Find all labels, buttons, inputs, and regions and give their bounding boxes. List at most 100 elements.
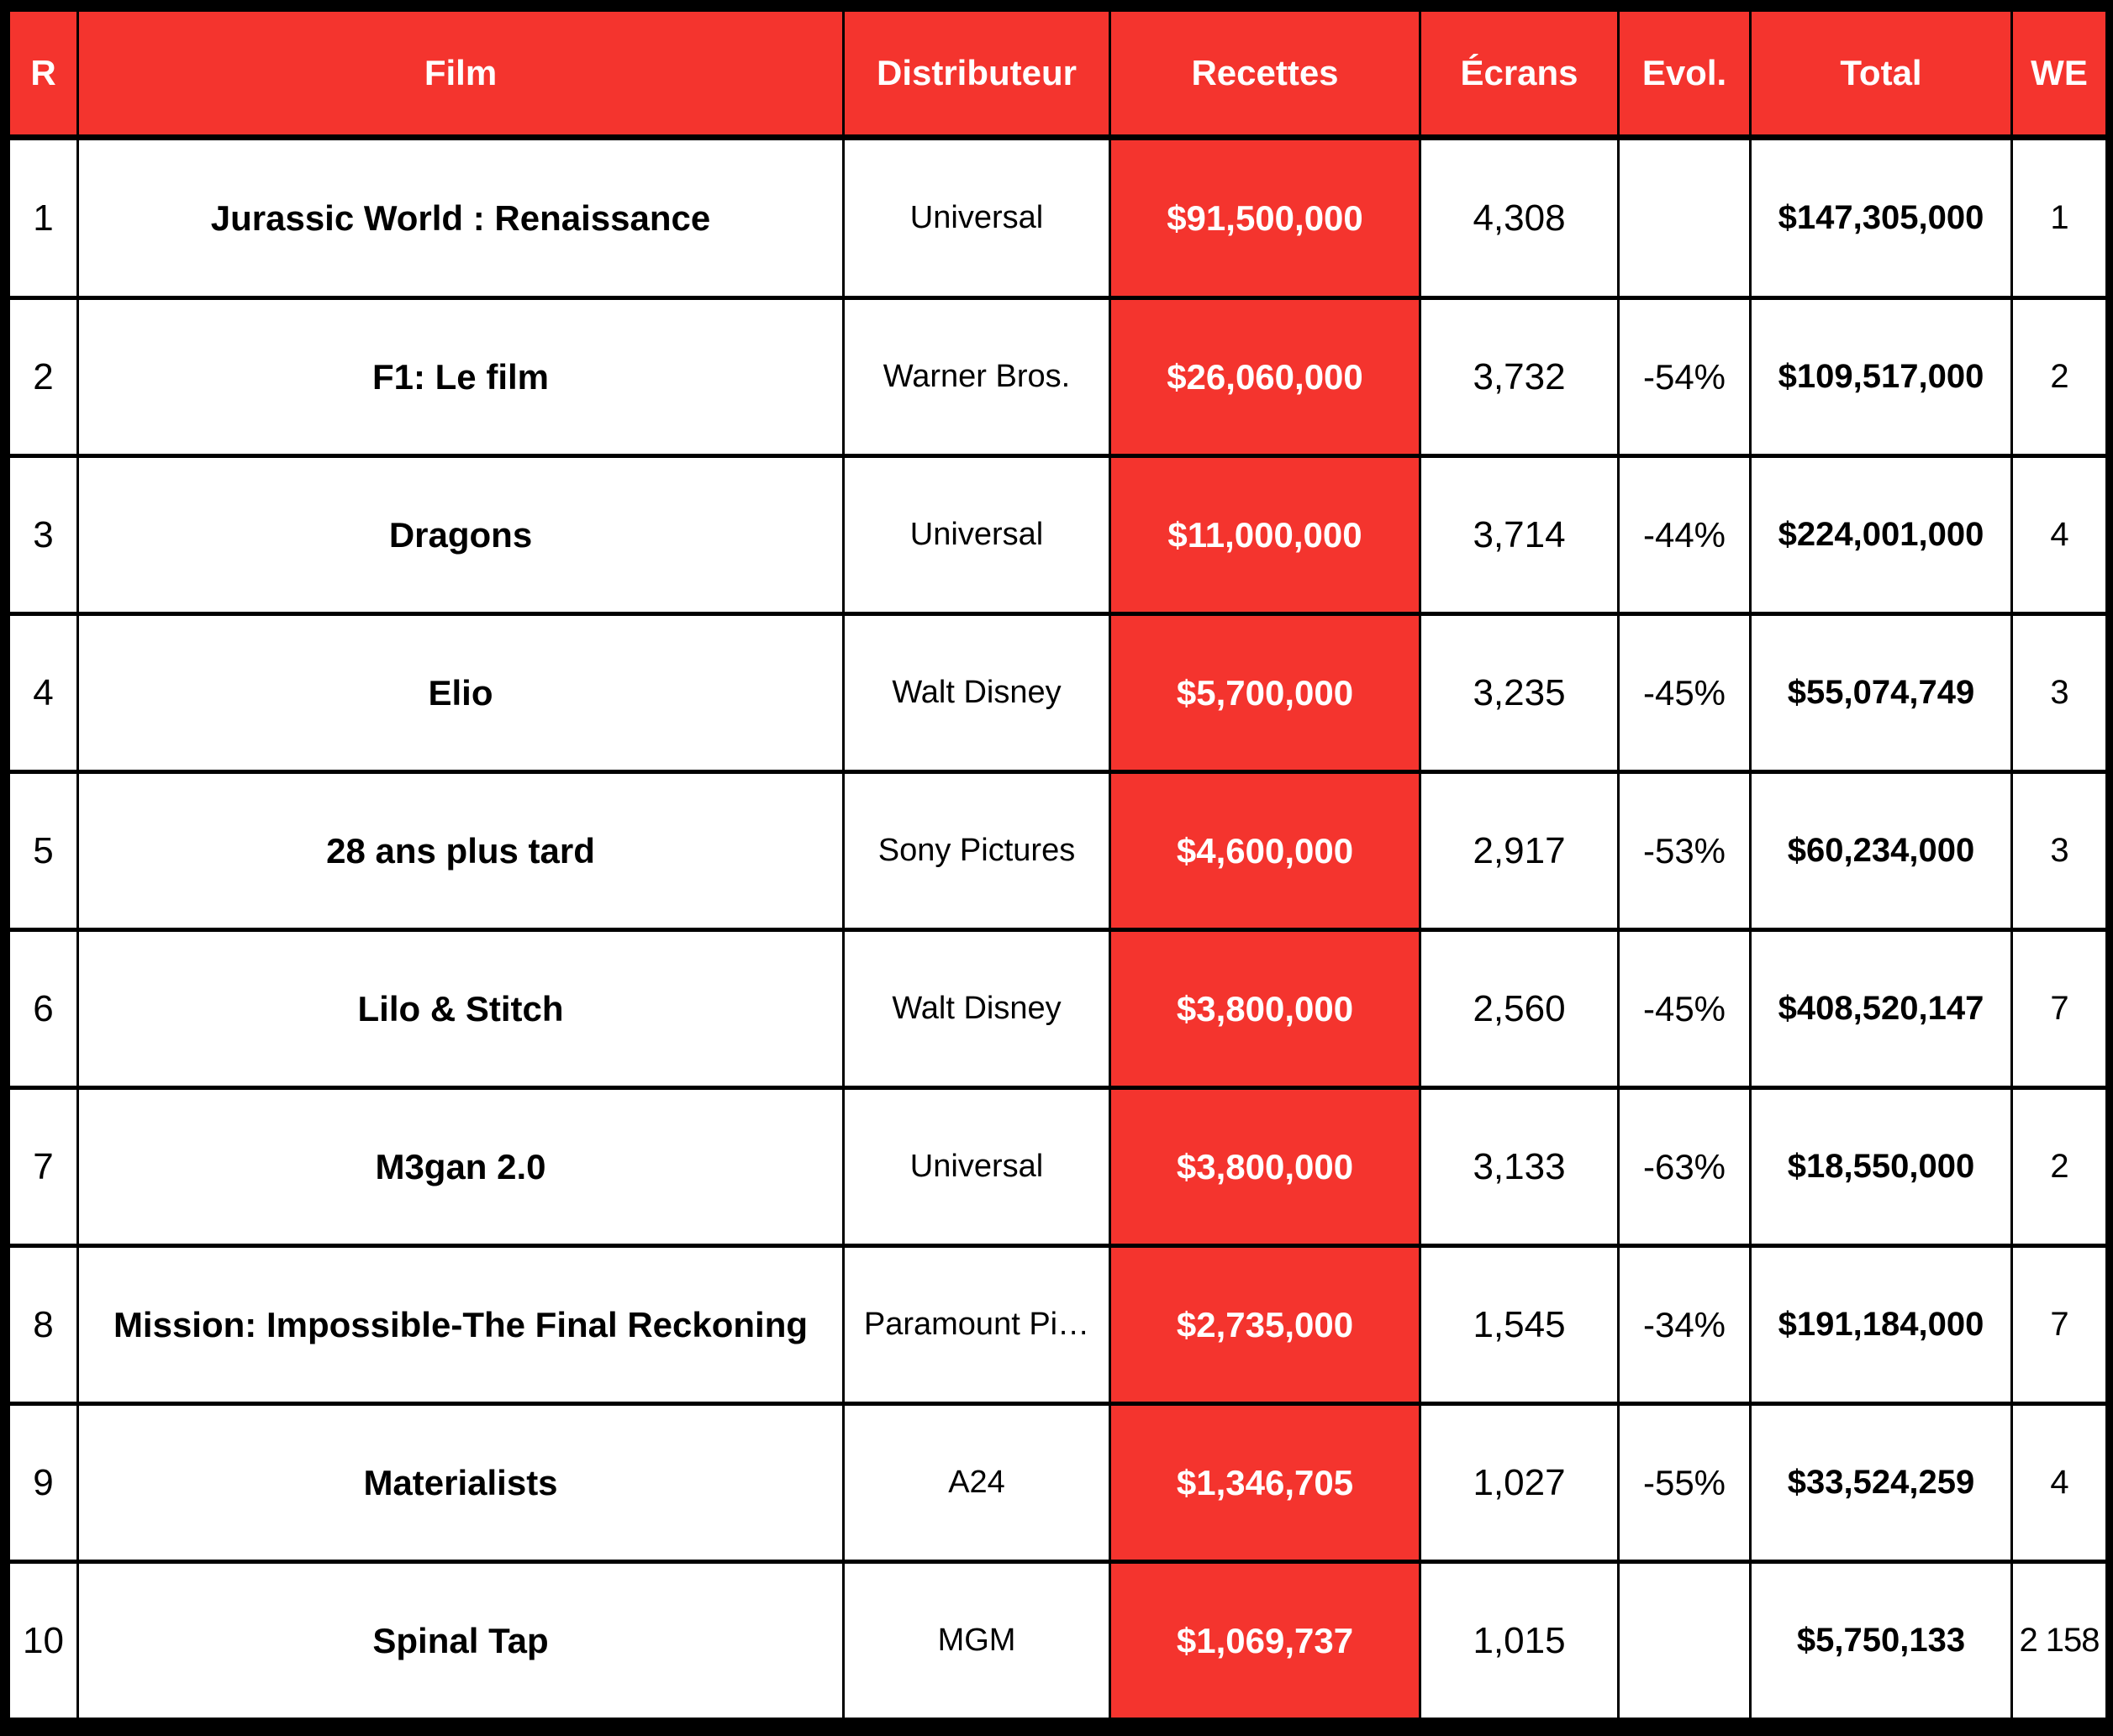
gross-cell: $3,800,000: [1109, 1086, 1421, 1249]
table-row: 9 Materialists A24 $1,346,705 1,027 -55%…: [8, 1402, 2108, 1564]
weekend-cell: 7: [2010, 928, 2108, 1091]
distributor-cell: Walt Disney: [842, 928, 1111, 1091]
table-row: 7 M3gan 2.0 Universal $3,800,000 3,133 -…: [8, 1086, 2108, 1249]
total-cell: $147,305,000: [1749, 134, 2013, 301]
screens-cell: 2,560: [1419, 928, 1620, 1091]
weekend-cell: 4: [2010, 1402, 2108, 1564]
weekend-cell: 3: [2010, 612, 2108, 775]
header-film: Film: [76, 8, 845, 140]
rank-cell: 1: [8, 134, 79, 301]
gross-cell: $5,700,000: [1109, 612, 1421, 775]
total-cell: $109,517,000: [1749, 296, 2013, 459]
screens-cell: 3,714: [1419, 454, 1620, 617]
gross-cell: $1,346,705: [1109, 1402, 1421, 1564]
rank-cell: 5: [8, 770, 79, 933]
film-title-cell: Elio: [76, 612, 845, 775]
gross-cell: $91,500,000: [1109, 134, 1421, 301]
header-row: R Film Distributeur Recettes Écrans Evol…: [8, 8, 2108, 140]
weekend-cell: 2: [2010, 296, 2108, 459]
film-title-cell: Dragons: [76, 454, 845, 617]
film-title-cell: Materialists: [76, 1402, 845, 1564]
total-cell: $18,550,000: [1749, 1086, 2013, 1249]
gross-cell: $26,060,000: [1109, 296, 1421, 459]
weekend-cell: 2 158: [2010, 1560, 2108, 1722]
film-title-cell: Lilo & Stitch: [76, 928, 845, 1091]
table-row: 3 Dragons Universal $11,000,000 3,714 -4…: [8, 454, 2108, 617]
distributor-cell: Paramount Pi…: [842, 1244, 1111, 1407]
evolution-cell: [1617, 134, 1752, 301]
film-title-cell: Mission: Impossible-The Final Reckoning: [76, 1244, 845, 1407]
rank-cell: 6: [8, 928, 79, 1091]
total-cell: $55,074,749: [1749, 612, 2013, 775]
screens-cell: 4,308: [1419, 134, 1620, 301]
distributor-cell: Warner Bros.: [842, 296, 1111, 459]
rank-cell: 9: [8, 1402, 79, 1564]
screens-cell: 3,133: [1419, 1086, 1620, 1249]
screens-cell: 2,917: [1419, 770, 1620, 933]
gross-cell: $1,069,737: [1109, 1560, 1421, 1722]
film-title-cell: F1: Le film: [76, 296, 845, 459]
table-row: 4 Elio Walt Disney $5,700,000 3,235 -45%…: [8, 612, 2108, 775]
total-cell: $60,234,000: [1749, 770, 2013, 933]
film-title-cell: Jurassic World : Renaissance: [76, 134, 845, 301]
evolution-cell: -53%: [1617, 770, 1752, 933]
header-screens: Écrans: [1419, 8, 1620, 140]
table-row: 10 Spinal Tap MGM $1,069,737 1,015 $5,75…: [8, 1560, 2108, 1722]
weekend-cell: 4: [2010, 454, 2108, 617]
table-row: 6 Lilo & Stitch Walt Disney $3,800,000 2…: [8, 928, 2108, 1091]
distributor-cell: MGM: [842, 1560, 1111, 1722]
film-title-cell: 28 ans plus tard: [76, 770, 845, 933]
screens-cell: 1,015: [1419, 1560, 1620, 1722]
weekend-cell: 2: [2010, 1086, 2108, 1249]
evolution-cell: -54%: [1617, 296, 1752, 459]
total-cell: $33,524,259: [1749, 1402, 2013, 1564]
total-cell: $408,520,147: [1749, 928, 2013, 1091]
table-row: 2 F1: Le film Warner Bros. $26,060,000 3…: [8, 296, 2108, 459]
rank-cell: 2: [8, 296, 79, 459]
box-office-table: R Film Distributeur Recettes Écrans Evol…: [8, 8, 2108, 1722]
gross-cell: $11,000,000: [1109, 454, 1421, 617]
total-cell: $191,184,000: [1749, 1244, 2013, 1407]
header-gross: Recettes: [1109, 8, 1421, 140]
screens-cell: 3,235: [1419, 612, 1620, 775]
table-row: 1 Jurassic World : Renaissance Universal…: [8, 134, 2108, 301]
header-evolution: Evol.: [1617, 8, 1752, 140]
distributor-cell: Universal: [842, 134, 1111, 301]
distributor-cell: Universal: [842, 454, 1111, 617]
header-distributor: Distributeur: [842, 8, 1111, 140]
evolution-cell: -45%: [1617, 928, 1752, 1091]
evolution-cell: -44%: [1617, 454, 1752, 617]
total-cell: $5,750,133: [1749, 1560, 2013, 1722]
header-rank: R: [8, 8, 79, 140]
rank-cell: 4: [8, 612, 79, 775]
screens-cell: 3,732: [1419, 296, 1620, 459]
gross-cell: $4,600,000: [1109, 770, 1421, 933]
weekend-cell: 7: [2010, 1244, 2108, 1407]
rank-cell: 7: [8, 1086, 79, 1249]
screens-cell: 1,027: [1419, 1402, 1620, 1564]
header-weekend: WE: [2010, 8, 2108, 140]
weekend-cell: 1: [2010, 134, 2108, 301]
weekend-cell: 3: [2010, 770, 2108, 933]
evolution-cell: -45%: [1617, 612, 1752, 775]
rank-cell: 10: [8, 1560, 79, 1722]
header-total: Total: [1749, 8, 2013, 140]
distributor-cell: Walt Disney: [842, 612, 1111, 775]
total-cell: $224,001,000: [1749, 454, 2013, 617]
distributor-cell: Universal: [842, 1086, 1111, 1249]
gross-cell: $2,735,000: [1109, 1244, 1421, 1407]
distributor-cell: A24: [842, 1402, 1111, 1564]
film-title-cell: Spinal Tap: [76, 1560, 845, 1722]
screens-cell: 1,545: [1419, 1244, 1620, 1407]
evolution-cell: -55%: [1617, 1402, 1752, 1564]
gross-cell: $3,800,000: [1109, 928, 1421, 1091]
table-row: 5 28 ans plus tard Sony Pictures $4,600,…: [8, 770, 2108, 933]
evolution-cell: -34%: [1617, 1244, 1752, 1407]
box-office-table-frame: R Film Distributeur Recettes Écrans Evol…: [8, 8, 2108, 1722]
distributor-cell: Sony Pictures: [842, 770, 1111, 933]
film-title-cell: M3gan 2.0: [76, 1086, 845, 1249]
evolution-cell: -63%: [1617, 1086, 1752, 1249]
rank-cell: 8: [8, 1244, 79, 1407]
table-row: 8 Mission: Impossible-The Final Reckonin…: [8, 1244, 2108, 1407]
evolution-cell: [1617, 1560, 1752, 1722]
